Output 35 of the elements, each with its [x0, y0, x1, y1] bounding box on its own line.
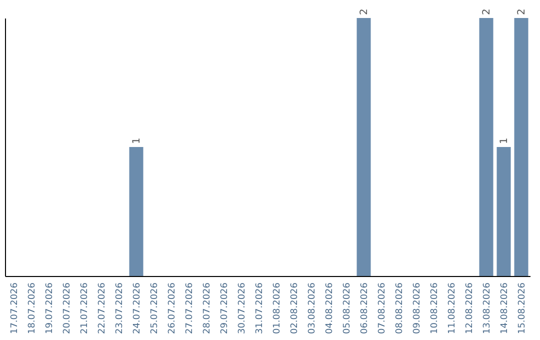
- x-tick-label: 28.07.2026: [202, 282, 212, 334]
- x-tick-label: 31.07.2026: [254, 282, 265, 334]
- x-tick-label: 08.08.2026: [394, 282, 405, 334]
- x-tick-label: 26.07.2026: [167, 282, 178, 334]
- x-tick-label: 12.08.2026: [464, 282, 475, 334]
- x-tick-label: 18.07.2026: [27, 282, 38, 334]
- x-tick-label: 27.07.2026: [184, 282, 195, 334]
- x-tick-label: 21.07.2026: [80, 282, 90, 334]
- x-tick-label: 29.07.2026: [220, 282, 230, 334]
- x-tick-label: 06.08.2026: [360, 282, 370, 334]
- x-tick-label: 03.08.2026: [307, 282, 318, 334]
- data-label: 1: [131, 138, 142, 144]
- x-tick-label: 23.07.2026: [114, 282, 125, 334]
- data-label: 1: [498, 138, 510, 144]
- data-label: 2: [481, 8, 492, 15]
- x-tick-label: 09.08.2026: [412, 282, 422, 334]
- x-tick-label: 04.08.2026: [324, 282, 335, 334]
- x-tick-label: 24.07.2026: [132, 282, 142, 334]
- data-label: 2: [358, 8, 370, 15]
- x-tick-label: 10.08.2026: [430, 282, 440, 334]
- data-label: 2: [516, 8, 528, 15]
- x-tick-label: 07.08.2026: [377, 282, 388, 334]
- x-tick-label: 05.08.2026: [342, 282, 352, 334]
- x-tick-label: 17.07.2026: [10, 282, 20, 334]
- x-tick-label: 15.08.2026: [517, 282, 528, 334]
- x-tick-label: 02.08.2026: [290, 282, 300, 334]
- x-tick-label: 13.08.2026: [482, 282, 492, 334]
- x-tick-label: 19.07.2026: [44, 282, 55, 334]
- x-tick-label: 30.07.2026: [237, 282, 248, 334]
- x-tick-label: 11.08.2026: [447, 282, 458, 334]
- x-tick-label: 25.07.2026: [150, 282, 160, 334]
- x-tick-label: 20.07.2026: [62, 282, 72, 334]
- x-tick-label: 14.08.2026: [500, 282, 510, 334]
- x-tick-label: 22.07.2026: [97, 282, 108, 334]
- x-tick-label: 01.08.2026: [272, 282, 282, 334]
